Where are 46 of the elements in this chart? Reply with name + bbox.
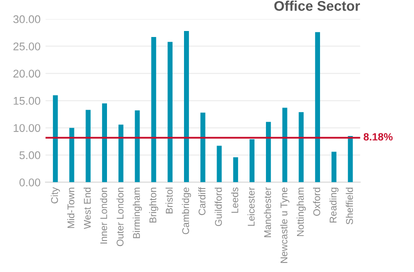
x-tick-label: Outer London (116, 188, 124, 246)
bar (216, 146, 222, 182)
x-tick-label: Newcastle u Tyne (280, 188, 290, 263)
bar (298, 112, 304, 182)
bar (282, 108, 288, 182)
bar (250, 139, 254, 182)
bar (315, 32, 320, 182)
bar (151, 36, 156, 182)
bar (168, 42, 173, 182)
y-tick-label: 0.00 (19, 178, 40, 186)
bar (266, 122, 271, 182)
y-tick-label: 30.00 (13, 15, 40, 24)
bar (118, 124, 124, 182)
bar (134, 110, 140, 182)
bar (348, 136, 353, 182)
x-tick-label: Oxford (313, 188, 320, 216)
x-tick-label: Brighton (149, 188, 158, 223)
x-tick-label: Bristol (166, 188, 173, 214)
x-tick-label: Cambridge (182, 188, 192, 234)
x-tick-label: Reading (329, 188, 338, 223)
bar (86, 110, 91, 182)
x-tick-label: Manchester (264, 187, 272, 238)
y-tick-label: 5.00 (20, 151, 40, 160)
x-tick-label: City (50, 187, 60, 204)
bar (184, 31, 189, 182)
chart-title: Office Sector (274, 0, 360, 11)
x-tick-label: Leicester (247, 187, 255, 226)
bar (52, 95, 58, 182)
y-tick-label: 10.00 (14, 124, 40, 132)
x-tick-label: Guildford (214, 188, 222, 226)
bar (102, 103, 107, 182)
x-tick-label: Mid-Town (67, 188, 74, 228)
x-tick-label: Nottingham (296, 188, 306, 236)
y-tick-label: 15.00 (14, 96, 40, 105)
ref-line-label: 8.18% (364, 133, 393, 141)
bar (233, 157, 238, 182)
x-tick-label: Sheffield (346, 188, 353, 224)
x-tick-label: Leeds (231, 187, 238, 213)
bar (200, 112, 206, 182)
bar (332, 152, 336, 182)
y-tick-label: 25.00 (13, 42, 40, 50)
x-tick-label: Birmingham (132, 188, 142, 238)
x-tick-label: West End (84, 188, 91, 230)
y-tick-label: 20.00 (13, 70, 40, 78)
x-tick-label: Cardiff (198, 187, 206, 216)
x-tick-label: Inner London (100, 188, 108, 244)
